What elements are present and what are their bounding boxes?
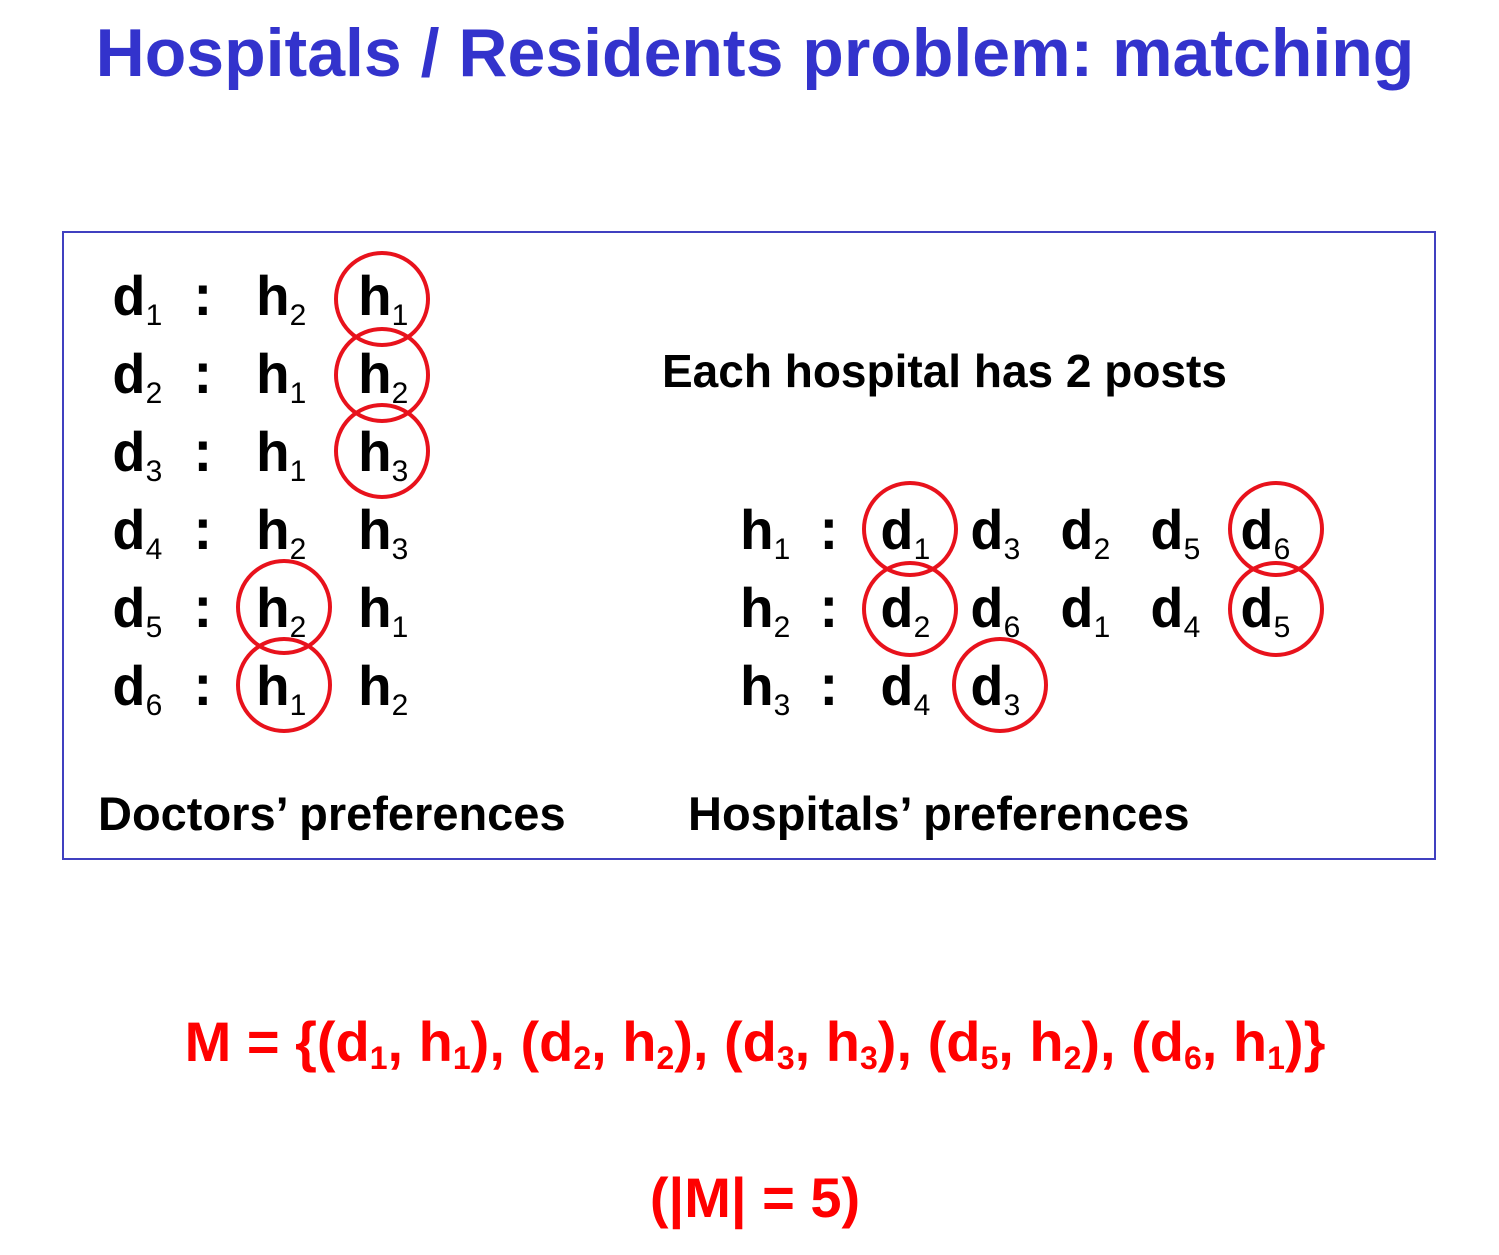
doctor-1-pref-1: h2: [256, 268, 307, 332]
doctor-2-pref-1: h1: [256, 346, 307, 410]
doctor-label-6: d6: [112, 658, 163, 722]
page-title: Hospitals / Residents problem: matching: [95, 15, 1415, 91]
hospital-label-1: h1: [740, 502, 791, 566]
matching-pair: (d2, h2): [520, 1010, 693, 1076]
match-circle-d6-h1: [236, 637, 332, 733]
matching-pair: (d3, h3): [724, 1010, 897, 1076]
matching-pair: (d5, h2): [927, 1010, 1101, 1076]
hospital-label-2: h2: [740, 580, 791, 644]
colon: :: [812, 580, 846, 644]
matching-pair: (d1, h1): [316, 1010, 490, 1076]
colon: :: [812, 658, 846, 722]
hospital-3-pref-1: d4: [880, 658, 931, 722]
capacity-note: Each hospital has 2 posts: [662, 345, 1227, 397]
doctor-label-4: d4: [112, 502, 163, 566]
hospitals-preferences-label: Hospitals’ preferences: [688, 787, 1190, 840]
doctor-5-pref-2: h1: [358, 580, 409, 644]
match-circle-h2-d5: [1228, 561, 1324, 657]
match-circle-h2-d2: [862, 561, 958, 657]
colon: :: [186, 502, 220, 566]
doctor-4-pref-1: h2: [256, 502, 307, 566]
doctor-3-pref-1: h1: [256, 424, 307, 488]
matching-pair: (d6, h1): [1131, 1010, 1304, 1076]
hospital-2-pref-2: d6: [970, 580, 1021, 644]
doctor-label-5: d5: [112, 580, 163, 644]
hospital-2-pref-3: d1: [1060, 580, 1111, 644]
colon: :: [186, 268, 220, 332]
preferences-panel: [62, 231, 1436, 860]
hospital-1-pref-2: d3: [970, 502, 1021, 566]
colon: :: [186, 346, 220, 410]
colon: :: [186, 424, 220, 488]
colon: :: [812, 502, 846, 566]
doctor-label-1: d1: [112, 268, 163, 332]
colon: :: [186, 580, 220, 644]
colon: :: [186, 658, 220, 722]
hospital-label-3: h3: [740, 658, 791, 722]
hospital-1-pref-4: d5: [1150, 502, 1201, 566]
matching-size: (|M| = 5): [649, 1166, 861, 1229]
hospital-2-pref-4: d4: [1150, 580, 1201, 644]
hospital-1-pref-3: d2: [1060, 502, 1111, 566]
match-circle-d3-h3: [334, 403, 430, 499]
doctor-label-2: d2: [112, 346, 163, 410]
match-circle-h3-d3: [952, 637, 1048, 733]
matching-set: M = {(d1, h1), (d2, h2), (d3, h3), (d5, …: [184, 1010, 1326, 1076]
doctor-4-pref-2: h3: [358, 502, 409, 566]
doctors-preferences-label: Doctors’ preferences: [98, 787, 566, 840]
doctor-6-pref-2: h2: [358, 658, 409, 722]
doctor-label-3: d3: [112, 424, 163, 488]
